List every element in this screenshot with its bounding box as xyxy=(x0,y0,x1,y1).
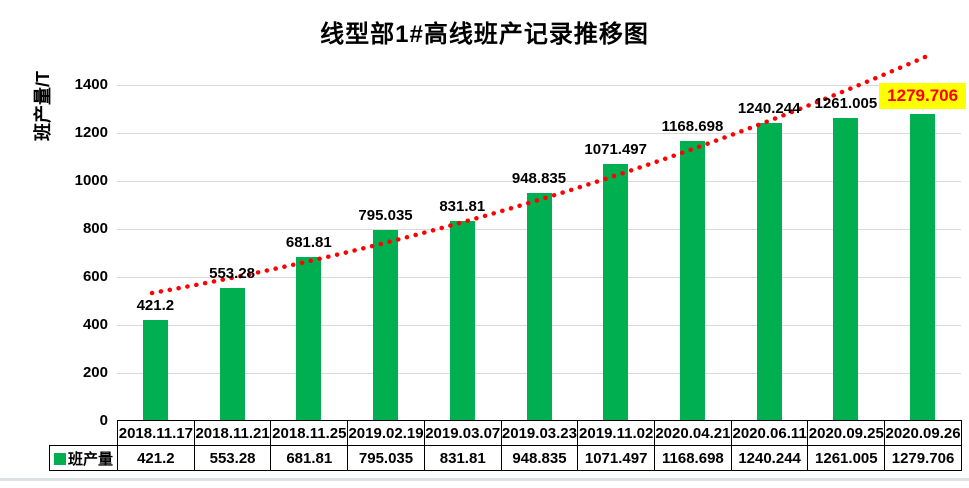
bar-value-label-2018.11.17: 421.2 xyxy=(136,296,175,314)
y-tick-label-1000: 1000 xyxy=(74,172,108,189)
x-category-10: 2020.09.26 xyxy=(884,420,962,446)
bar-2019.02.19 xyxy=(373,230,399,421)
x-category-9: 2020.09.25 xyxy=(807,420,886,446)
bar-2018.11.21 xyxy=(219,288,245,421)
data-table: 2018.11.17 2018.11.21 2018.11.25 2019.02.19… xyxy=(49,420,962,471)
y-tick-label-0: 0 xyxy=(99,412,108,429)
bar-2019.11.02 xyxy=(603,163,629,421)
bar-value-label-2018.11.25: 681.81 xyxy=(285,234,332,252)
y-tick-label-600: 600 xyxy=(82,268,108,285)
legend-label: 班产量 xyxy=(67,450,113,468)
bar-2019.03.23 xyxy=(526,193,552,421)
bar-value-label-2019.11.02: 1071.497 xyxy=(584,140,647,158)
table-value-6: 1071.497 xyxy=(577,445,656,471)
bar-2020.06.11 xyxy=(756,123,782,421)
x-category-2: 2018.11.25 xyxy=(270,420,349,446)
table-value-3: 795.035 xyxy=(347,445,425,471)
bar-2020.04.21 xyxy=(679,140,705,421)
table-value-2: 681.81 xyxy=(270,445,349,471)
x-category-0: 2018.11.17 xyxy=(117,420,195,446)
x-category-8: 2020.06.11 xyxy=(730,420,809,446)
bar-2018.11.17 xyxy=(142,319,168,421)
y-axis-title: 班产量/T xyxy=(33,71,53,141)
y-tick-label-400: 400 xyxy=(82,316,108,333)
x-category-1: 2018.11.21 xyxy=(193,420,272,446)
bar-2020.09.26 xyxy=(910,113,936,421)
table-value-8: 1240.244 xyxy=(730,445,809,471)
table-value-4: 831.81 xyxy=(423,445,502,471)
bar-value-label-2020.06.11: 1240.244 xyxy=(737,100,801,118)
bar-value-label-2018.11.21: 553.28 xyxy=(209,265,256,283)
table-corner-blank xyxy=(50,421,118,446)
y-tick-label-1200: 1200 xyxy=(74,124,108,141)
y-tick-label-800: 800 xyxy=(82,220,108,237)
gridline-1400 xyxy=(117,85,961,86)
table-value-7: 1168.698 xyxy=(654,445,732,471)
bar-2020.09.25 xyxy=(833,118,859,421)
plot-area xyxy=(117,61,961,421)
bar-value-label-2020.09.25: 1261.005 xyxy=(814,95,878,113)
y-tick-label-1400: 1400 xyxy=(74,76,108,93)
bar-value-label-2019.03.23: 948.835 xyxy=(511,170,567,188)
table-value-10: 1279.706 xyxy=(884,445,962,471)
x-category-6: 2019.11.02 xyxy=(577,420,656,446)
table-value-1: 553.28 xyxy=(193,445,272,471)
x-category-4: 2019.03.07 xyxy=(423,420,502,446)
legend-swatch-icon xyxy=(53,452,66,465)
x-category-5: 2019.03.23 xyxy=(500,420,579,446)
bar-2018.11.25 xyxy=(296,257,322,421)
table-value-5: 948.835 xyxy=(500,445,579,471)
x-category-3: 2019.02.19 xyxy=(347,420,425,446)
highlighted-value: 1279.706 xyxy=(879,82,967,109)
bar-value-label-2020.04.21: 1168.698 xyxy=(661,117,724,135)
bar-2019.03.07 xyxy=(449,221,475,421)
bar-value-label-2020.09.26: 1279.706 xyxy=(863,82,969,109)
legend-cell: 班产量 xyxy=(49,445,118,471)
bar-value-label-2019.03.07: 831.81 xyxy=(439,198,486,216)
y-tick-label-200: 200 xyxy=(82,364,108,381)
bar-value-label-2019.02.19: 795.035 xyxy=(358,207,413,225)
x-category-7: 2020.04.21 xyxy=(654,420,732,446)
table-value-0: 421.2 xyxy=(117,445,195,471)
table-value-9: 1261.005 xyxy=(807,445,886,471)
chart-title: 线型部1#高线班产记录推移图 xyxy=(320,21,649,48)
bottom-divider xyxy=(0,478,969,481)
